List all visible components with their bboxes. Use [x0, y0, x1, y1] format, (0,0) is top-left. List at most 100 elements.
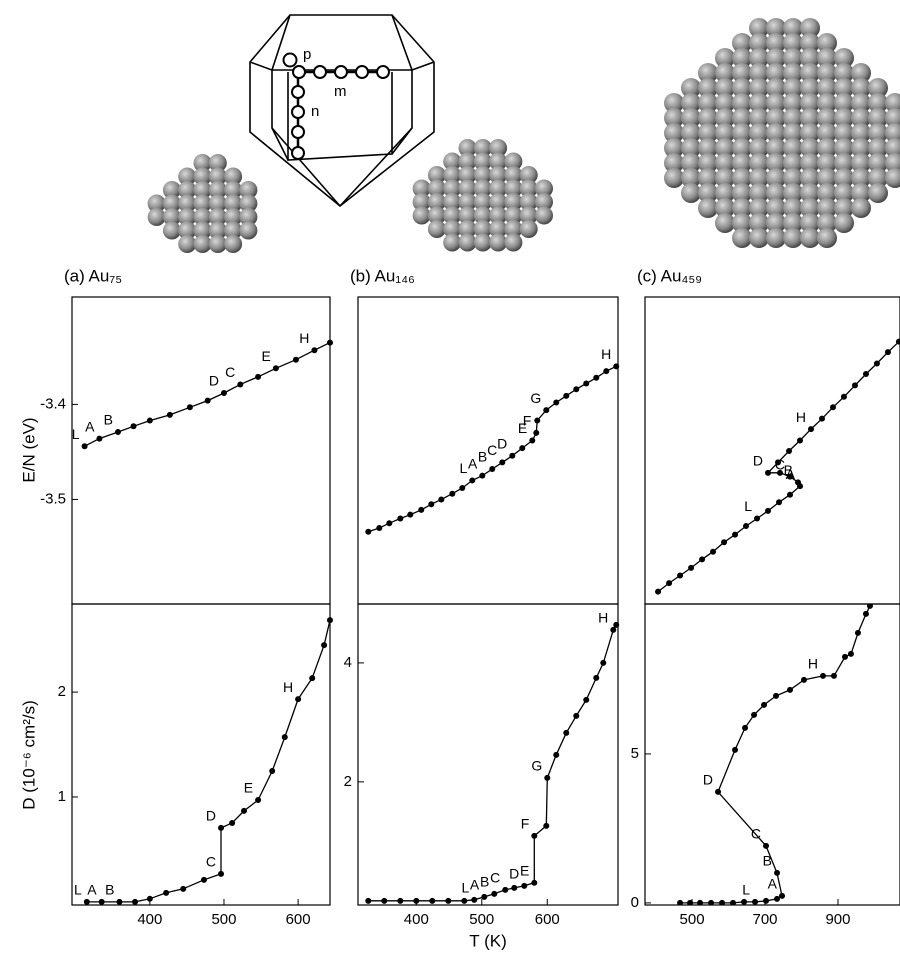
- data-point: [786, 447, 793, 454]
- data-point: [459, 485, 466, 492]
- atom: [473, 152, 492, 171]
- data-point: [502, 886, 509, 893]
- atom: [800, 183, 820, 203]
- atom: [208, 167, 227, 186]
- data-point: [795, 479, 801, 486]
- point-label: A: [468, 455, 478, 471]
- panel-frame: [644, 603, 900, 906]
- data-point: [600, 659, 607, 666]
- atom: [681, 78, 701, 98]
- data-point: [743, 523, 750, 530]
- atom: [732, 93, 752, 113]
- atom: [715, 198, 735, 218]
- data-point: [229, 819, 236, 826]
- atom: [224, 235, 243, 253]
- data-point: [509, 452, 516, 459]
- point-label: H: [796, 409, 806, 425]
- data-point: [491, 890, 498, 897]
- panel-frame: [71, 603, 331, 906]
- x-tick-label: 900: [825, 911, 850, 928]
- data-point: [563, 729, 570, 736]
- atom: [178, 221, 197, 240]
- data-point: [807, 426, 814, 433]
- polyhedron-diagram: [249, 14, 435, 208]
- x-tick-label: 400: [137, 911, 162, 928]
- plot-area: [81, 339, 333, 450]
- point-label: L: [461, 880, 469, 896]
- data-point: [186, 404, 193, 411]
- atom: [193, 154, 212, 172]
- atom: [664, 123, 684, 143]
- atom: [817, 63, 837, 83]
- point-label: A: [768, 876, 778, 892]
- atom: [834, 153, 854, 173]
- data-point: [732, 531, 739, 538]
- atom: [732, 213, 752, 233]
- atom: [800, 48, 820, 68]
- atom: [178, 194, 197, 213]
- data-point: [677, 572, 684, 579]
- atom: [489, 220, 508, 238]
- data-point: [220, 389, 227, 396]
- atom: [834, 63, 854, 83]
- data-point: [603, 368, 610, 375]
- data-point: [237, 381, 244, 388]
- atom: [519, 206, 538, 225]
- data-point: [593, 674, 600, 681]
- point-label: E: [262, 348, 271, 364]
- atom: [834, 168, 854, 188]
- data-point: [610, 626, 617, 633]
- data-point: [386, 520, 393, 527]
- atom: [698, 153, 718, 173]
- atom: [817, 33, 837, 53]
- atom: [868, 153, 888, 173]
- y-tick-label: 5: [631, 745, 639, 762]
- atom: [732, 228, 752, 248]
- y-tick-label: 2: [344, 773, 352, 790]
- atom: [473, 233, 492, 252]
- data-point: [428, 501, 435, 508]
- data-point: [884, 349, 891, 356]
- atom: [800, 138, 820, 158]
- data-point: [819, 415, 826, 422]
- atom: [535, 179, 553, 198]
- atom: [817, 108, 837, 128]
- atom: [749, 168, 769, 188]
- atom: [473, 139, 492, 157]
- atom: [504, 179, 523, 198]
- point-label: A: [786, 466, 796, 482]
- point-label: A: [85, 418, 95, 434]
- atom: [681, 138, 701, 158]
- data-point: [862, 610, 869, 617]
- data-point: [543, 407, 550, 414]
- data-point: [529, 437, 536, 444]
- atom: [519, 193, 538, 211]
- atom: [681, 183, 701, 203]
- atom: [783, 153, 803, 173]
- atom: [162, 221, 181, 240]
- y-tick-label: 0: [631, 894, 639, 911]
- atom: [817, 123, 837, 143]
- atom: [489, 193, 508, 211]
- atom: [443, 152, 462, 171]
- atom: [783, 18, 803, 38]
- atom: [851, 123, 871, 143]
- atom: [489, 206, 508, 225]
- data-point: [531, 832, 538, 839]
- data-point: [719, 899, 726, 905]
- atom: [885, 123, 900, 143]
- atom: [208, 208, 227, 226]
- x-tick-label: 500: [680, 911, 705, 928]
- atom: [443, 193, 462, 211]
- atom: [224, 167, 243, 186]
- data-point: [742, 724, 749, 731]
- data-point: [98, 898, 105, 905]
- atom: [715, 168, 735, 188]
- atom: [504, 233, 523, 252]
- atom: [868, 108, 888, 128]
- data-point: [829, 404, 836, 411]
- atom: [473, 206, 492, 225]
- atom: [664, 168, 684, 188]
- data-point: [777, 469, 784, 476]
- panel-frame: [644, 296, 900, 605]
